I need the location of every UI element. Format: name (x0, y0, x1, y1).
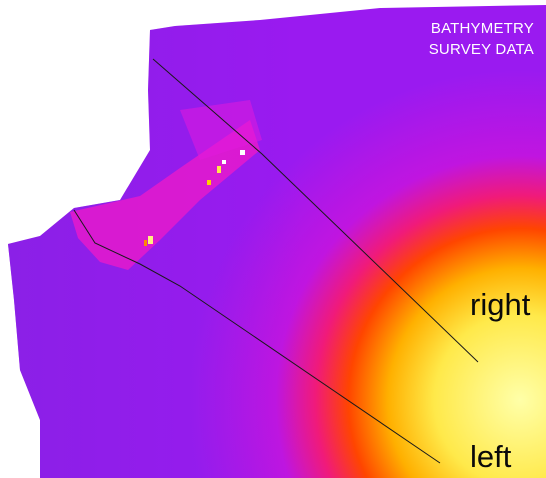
survey-highlights (144, 150, 245, 246)
map-title-line-1: BATHYMETRY (430, 20, 534, 37)
survey-highlight (148, 236, 153, 244)
map-title: BATHYMETRY SURVEY DATA (429, 18, 534, 60)
survey-highlight (217, 166, 221, 173)
survey-highlight (207, 180, 211, 185)
survey-line-right (152, 58, 479, 363)
survey-line-left (73, 209, 441, 464)
survey-highlight (222, 160, 226, 164)
survey-highlight (240, 150, 245, 155)
line-label-left: left (470, 439, 512, 474)
line-label-right: right (470, 287, 531, 322)
map-title-line-2: SURVEY DATA (428, 41, 534, 58)
survey-highlight (144, 240, 147, 246)
